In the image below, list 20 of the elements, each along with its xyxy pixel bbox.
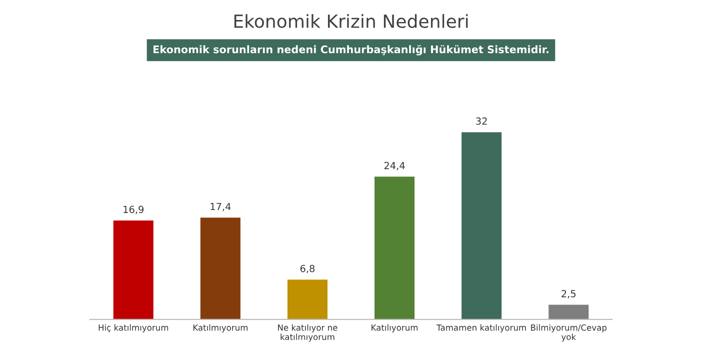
bar <box>113 220 154 320</box>
x-tick-label: Hiç katılmıyorum <box>98 324 168 332</box>
x-tick-label: Tamamen katılıyorum <box>436 324 526 332</box>
data-label: 32 <box>476 117 487 125</box>
data-label: 16,9 <box>124 206 144 214</box>
chart-title: Ekonomik Krizin Nedenleri <box>234 14 468 28</box>
bar <box>287 280 328 320</box>
x-tick-label: Katılmıyorum <box>193 324 248 332</box>
x-tick-label: Ne katılıyor ne katılmıyorum <box>278 324 338 342</box>
bar <box>462 132 502 320</box>
chart-subtitle: Ekonomik sorunların nedeni Cumhurbaşkanlığı Hükümet Sistemidir. <box>154 44 548 56</box>
bar <box>200 218 240 320</box>
data-label: 24,4 <box>384 162 405 170</box>
bar <box>374 176 415 320</box>
x-tick-label: Katılıyorum <box>372 324 418 332</box>
bar <box>548 304 589 320</box>
x-tick-label: Bilmiyorum/Cevap yok <box>531 324 607 342</box>
data-label: 6,8 <box>300 264 315 274</box>
data-label: 17,4 <box>210 202 231 212</box>
data-label: 2,5 <box>562 290 576 298</box>
